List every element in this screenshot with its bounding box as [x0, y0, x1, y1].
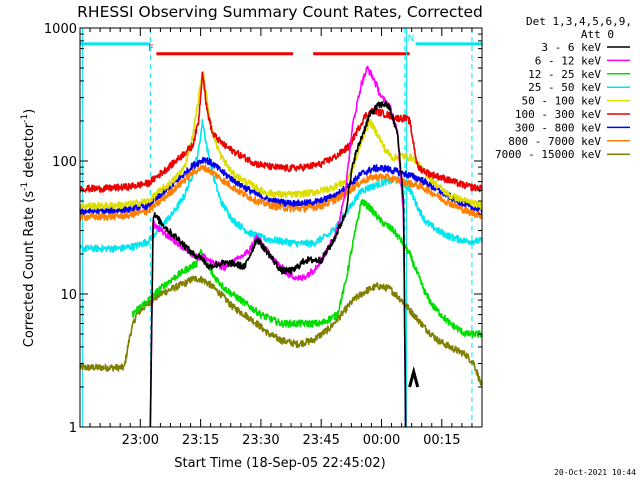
- x-axis-label: Start Time (18-Sep-05 22:45:02): [174, 456, 385, 471]
- legend-label-100-300-kev: 100 - 300 keV: [515, 108, 601, 121]
- legend-label-300-800-kev: 300 - 800 keV: [515, 121, 601, 134]
- legend-label-50-100-kev: 50 - 100 keV: [522, 95, 602, 108]
- x-tick-label-6: 00:15: [423, 433, 460, 448]
- flag-bars: NF: [80, 28, 482, 427]
- legend-label-7000-15000-kev: 7000 - 15000 keV: [495, 148, 601, 161]
- legend-label-12-25-kev: 12 - 25 keV: [528, 68, 601, 81]
- series-line-6-12-kev: [149, 65, 407, 428]
- x-tick-label-5: 00:00: [363, 433, 400, 448]
- x-tick-label-3: 23:30: [242, 433, 279, 448]
- y-axis-label-end: ): [22, 109, 37, 114]
- series-line-25-50-kev: [79, 119, 483, 253]
- series-line-50-100-kev: [79, 71, 483, 210]
- footer-date: 20-Oct-2021 10:44: [554, 468, 636, 477]
- legend-label-6-12-kev: 6 - 12 keV: [535, 54, 602, 67]
- legend-label-800-7000-kev: 800 - 7000 keV: [508, 135, 601, 148]
- y-axis-label-mid: detector: [22, 122, 37, 182]
- x-tick-label-2: 23:15: [182, 433, 219, 448]
- y-axis-label: Corrected Count Rate (s-1 detector-1): [20, 109, 37, 347]
- y-tick-label-1: 1: [69, 421, 77, 436]
- x-tick-label-4: 23:45: [302, 433, 339, 448]
- y-axis-label-sup-2: -1: [20, 114, 30, 123]
- chart-title: RHESSI Observing Summary Count Rates, Co…: [77, 3, 483, 21]
- series-group: [79, 65, 483, 428]
- legend-header-line-1: Det 1,3,4,5,6,9,: [526, 15, 632, 28]
- y-axis-label-sup-1: -1: [20, 182, 30, 191]
- x-tick-label-1: 23:00: [122, 433, 159, 448]
- series-tail-3-6-kev: [408, 365, 420, 388]
- y-tick-label-2: 10: [60, 288, 77, 303]
- legend-label-3-6-kev: 3 - 6 keV: [541, 41, 601, 54]
- legend-header-line-2: Att 0: [581, 28, 614, 41]
- flag-label-n: N: [408, 34, 415, 44]
- series-line-12-25-kev: [131, 198, 483, 339]
- y-axis-label-start: Corrected Count Rate (s: [22, 191, 37, 348]
- y-tick-label-3: 100: [52, 155, 77, 170]
- y-tick-label-4: 1000: [44, 22, 77, 37]
- series-line-3-6-kev: [149, 100, 407, 428]
- x-axis: 23:00 23:15 23:30 23:45 00:00 00:15: [79, 28, 483, 448]
- series-line-100-300-kev: [79, 71, 483, 193]
- flag-label-f: F: [148, 44, 153, 54]
- legend-label-25-50-kev: 25 - 50 keV: [528, 81, 601, 94]
- series-line-800-7000-kev: [79, 164, 483, 221]
- y-axis: 1 10 100 1000: [44, 22, 482, 436]
